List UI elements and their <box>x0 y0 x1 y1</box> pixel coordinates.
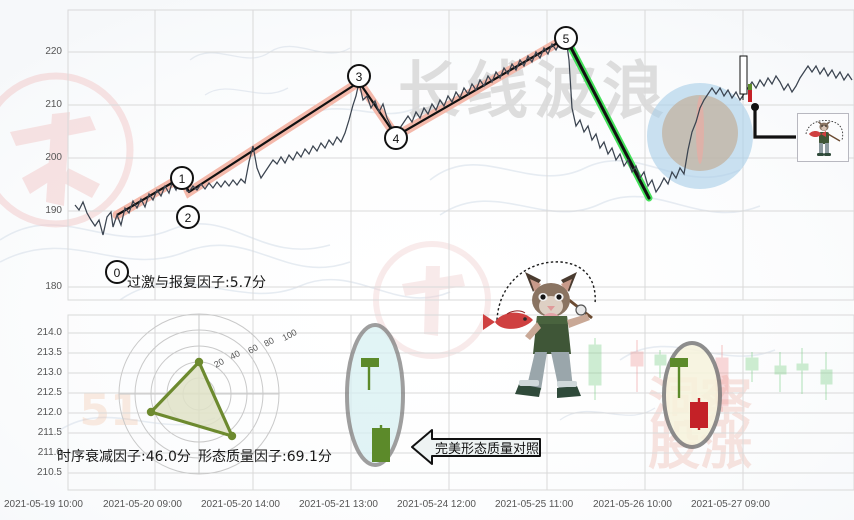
upper-ytick-210: 210 <box>45 99 62 110</box>
cursor-candle-green <box>748 84 752 90</box>
lower-ytick-212-5: 212.5 <box>36 387 62 398</box>
lower-ytick-211-5: 211.5 <box>37 427 62 438</box>
candle-right-1 <box>670 358 688 398</box>
wave-label-0: 0 <box>105 260 129 284</box>
xtick-6: 2021-05-26 10:00 <box>593 499 672 510</box>
svg-text:0: 0 <box>114 266 121 280</box>
callout-label: 完美形态质量对照 <box>435 442 540 457</box>
wave-pattern-icon <box>0 105 776 431</box>
xtick-4: 2021-05-24 12:00 <box>397 499 476 510</box>
xtick-1: 2021-05-20 09:00 <box>103 499 182 510</box>
faded-candles <box>588 338 833 412</box>
candle <box>654 350 667 378</box>
wave-label-1: 1 <box>170 166 194 190</box>
cat-fishing-mascot-inset <box>797 113 849 162</box>
xtick-3: 2021-05-21 13:00 <box>299 499 378 510</box>
xtick-0: 2021-05-19 10:00 <box>4 499 83 510</box>
candle <box>630 340 644 392</box>
upper-ytick-200: 200 <box>45 152 62 163</box>
candle <box>745 352 759 382</box>
candle-right-2 <box>690 398 708 430</box>
candle <box>774 352 787 392</box>
radar-vertex <box>146 407 156 417</box>
radar-vertex <box>227 431 237 441</box>
upper-ytick-220: 220 <box>45 46 62 57</box>
radar-ring-label-40: 40 <box>228 348 242 362</box>
candle-left-1 <box>361 358 379 390</box>
wave-label-2: 2 <box>176 205 200 229</box>
radar-ring-label-80: 80 <box>262 335 276 349</box>
lower-ytick-211-0: 211.0 <box>37 447 62 458</box>
cursor-candle <box>739 55 748 95</box>
xtick-7: 2021-05-27 09:00 <box>691 499 770 510</box>
lower-ytick-214-0: 214.0 <box>36 327 62 338</box>
svg-text:股涨: 股涨 <box>648 417 752 477</box>
upper-annotation: 过激与报复因子:5.7分 <box>127 275 266 291</box>
upper-ytick-180: 180 <box>45 281 62 292</box>
radar-ring-label-100: 100 <box>280 327 299 343</box>
highlight-circle-tan <box>662 95 738 171</box>
seal-watermark-2: 51 <box>79 385 140 436</box>
wave-label-3: 3 <box>347 64 371 88</box>
lower-ytick-210-5: 210.5 <box>36 467 62 478</box>
svg-text:洞察: 洞察 <box>648 373 752 433</box>
mascot-leader-line <box>753 107 796 139</box>
upper-ytick-190: 190 <box>45 205 62 216</box>
cursor-candle-red <box>748 88 752 102</box>
candle <box>715 345 729 412</box>
radar-ring-label-20: 20 <box>212 356 226 370</box>
svg-text:2: 2 <box>185 211 192 225</box>
xtick-5: 2021-05-25 11:00 <box>495 499 574 510</box>
svg-text:3: 3 <box>356 70 363 84</box>
ellipse-highlight-left <box>345 323 405 467</box>
candle <box>796 348 809 394</box>
leader-anchor-dot <box>751 103 759 111</box>
watermark-text: 长线波浪 <box>398 54 671 127</box>
svg-text:4: 4 <box>393 132 400 146</box>
brand-logo-watermark <box>0 72 134 228</box>
lower-annotation-right: 形态质量因子:69.1分 <box>198 449 332 465</box>
candle <box>588 338 602 400</box>
fish-icon <box>483 310 533 330</box>
xtick-2: 2021-05-20 14:00 <box>201 499 280 510</box>
lower-ytick-212-0: 212.0 <box>36 407 62 418</box>
candle <box>820 352 833 400</box>
radar-vertex <box>194 357 204 367</box>
radar-polygon <box>149 360 234 438</box>
lower-annotation-left: 时序衰减因子:46.0分 <box>57 449 191 465</box>
ellipse-highlight-right <box>662 341 722 449</box>
lower-ytick-213-5: 213.5 <box>36 347 62 358</box>
highlight-bar-red <box>696 96 704 164</box>
lower-ytick-213-0: 213.0 <box>36 367 62 378</box>
radar-ring-label-60: 60 <box>246 342 260 356</box>
svg-text:51: 51 <box>79 385 140 436</box>
svg-text:1: 1 <box>179 172 186 186</box>
candle-left-2 <box>372 425 390 462</box>
wave-label-4: 4 <box>384 126 408 150</box>
brand-logo-watermark-2 <box>373 241 491 359</box>
seal-watermark: 洞察 股涨 <box>648 373 752 477</box>
